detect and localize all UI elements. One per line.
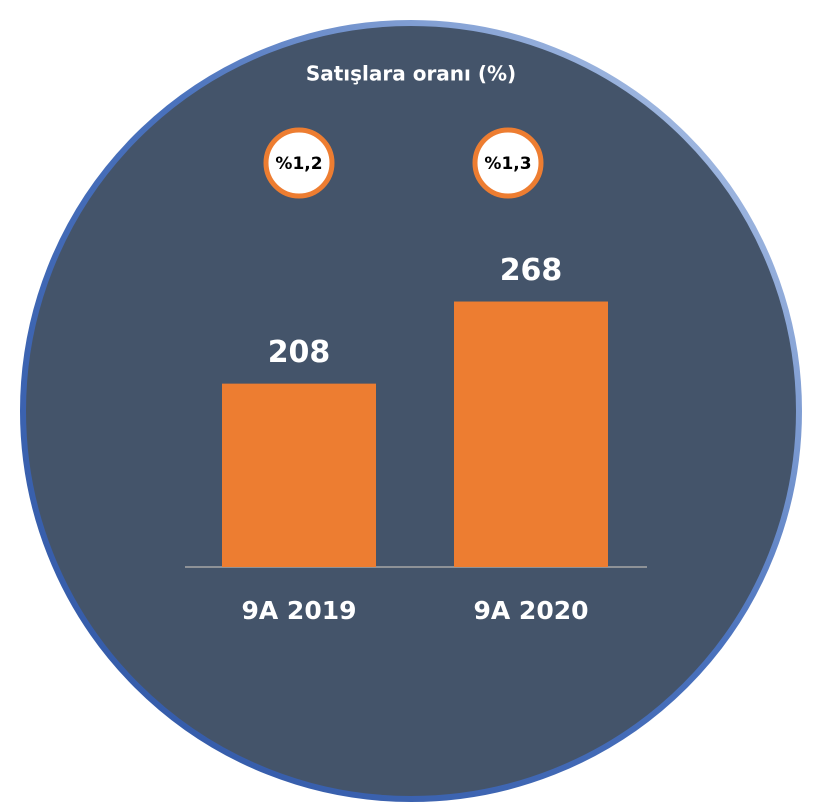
bar [454, 301, 608, 567]
bar [222, 383, 376, 567]
ratio-label: %1,2 [275, 154, 322, 174]
ratio-badge [263, 127, 335, 199]
x-tick-label: 9A 2020 [473, 596, 588, 625]
ratio-badge [472, 127, 544, 199]
x-tick-label: 9A 2019 [241, 596, 356, 625]
value-label: 208 [268, 335, 331, 370]
ratio-label: %1,3 [484, 154, 531, 174]
chart-subtitle: Satışlara oranı (%) [306, 62, 516, 86]
background-circle [20, 20, 802, 802]
value-label: 268 [500, 253, 563, 288]
